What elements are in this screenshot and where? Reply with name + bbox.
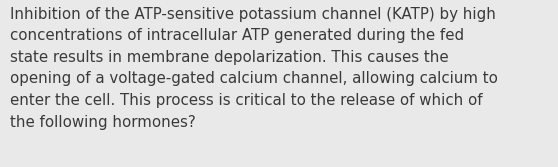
- Text: Inhibition of the ATP-sensitive potassium channel (KATP) by high
concentrations : Inhibition of the ATP-sensitive potassiu…: [10, 7, 498, 130]
